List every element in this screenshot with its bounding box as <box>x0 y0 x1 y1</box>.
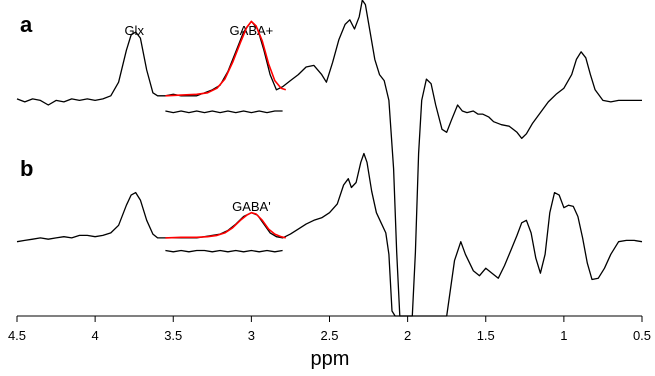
x-tick-label: 1.5 <box>477 328 495 343</box>
x-tick-label: 3.5 <box>164 328 182 343</box>
glx-peak-label: Glx <box>124 23 144 38</box>
x-tick-label: 4 <box>92 328 99 343</box>
panel-b-residual-line <box>165 249 283 253</box>
x-tick-label: 2 <box>404 328 411 343</box>
panel-b-spectrum-line <box>16 152 643 317</box>
panel-label-a: a <box>20 12 33 37</box>
x-axis-ticks: 4.5 4 3.5 3 2.5 2 1.5 1 0.5 <box>8 316 651 343</box>
panel-a-residual-line <box>165 110 283 114</box>
panel-label-b: b <box>20 156 33 181</box>
x-tick-label: 0.5 <box>633 328 651 343</box>
x-axis: 4.5 4 3.5 3 2.5 2 1.5 1 0.5 ppm <box>8 315 651 370</box>
panel-a-spectrum-line <box>16 0 642 317</box>
panel-b-fit-line <box>165 211 286 239</box>
x-tick-label: 1 <box>560 328 567 343</box>
panel-b: b GABA' <box>16 152 643 317</box>
x-tick-label: 3 <box>248 328 255 343</box>
panel-a: a Glx GABA+ <box>16 0 642 317</box>
x-tick-label: 2.5 <box>320 328 338 343</box>
gaba-prime-peak-label: GABA' <box>232 199 271 214</box>
x-tick-label: 4.5 <box>8 328 26 343</box>
panel-a-fit-line <box>165 20 287 97</box>
x-axis-label: ppm <box>311 348 350 370</box>
gaba-plus-peak-label: GABA+ <box>230 23 274 38</box>
panel-b-series <box>16 152 643 317</box>
panel-a-series <box>16 0 642 317</box>
